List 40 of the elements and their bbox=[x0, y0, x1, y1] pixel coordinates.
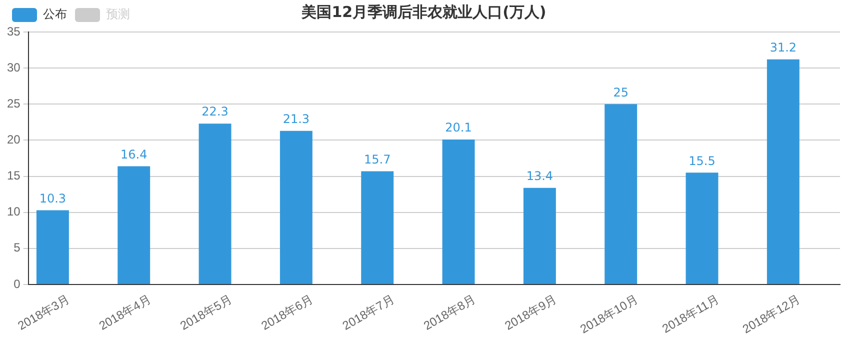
y-tick-label: 5 bbox=[14, 240, 21, 255]
data-label: 15.5 bbox=[688, 154, 716, 168]
bar bbox=[36, 210, 69, 284]
data-label: 20.1 bbox=[445, 120, 472, 135]
data-label: 22.3 bbox=[202, 104, 228, 119]
x-tick-label: 2018年8月 bbox=[421, 292, 478, 333]
y-tick-label: 30 bbox=[6, 60, 21, 74]
x-tick-label: 2018年12月 bbox=[740, 292, 803, 336]
x-tick-label: 2018年11月 bbox=[660, 292, 722, 336]
data-label: 31.2 bbox=[770, 40, 797, 55]
bar bbox=[604, 104, 638, 284]
bar bbox=[523, 188, 556, 284]
x-tick-label: 2018年5月 bbox=[178, 292, 234, 333]
y-tick-label: 35 bbox=[6, 24, 21, 38]
bar bbox=[361, 171, 394, 284]
data-label: 16.4 bbox=[120, 147, 148, 162]
y-tick-label: 25 bbox=[6, 96, 21, 110]
bar bbox=[766, 59, 800, 284]
bar bbox=[442, 139, 475, 284]
x-tick-label: 2018年7月 bbox=[340, 292, 397, 333]
data-label: 13.4 bbox=[526, 168, 554, 183]
bar bbox=[118, 166, 150, 284]
x-tick-label: 2018年3月 bbox=[15, 292, 72, 333]
data-label: 25 bbox=[613, 85, 628, 100]
bar bbox=[198, 124, 232, 284]
x-tick-label: 2018年9月 bbox=[502, 292, 560, 333]
bar bbox=[280, 130, 312, 284]
y-tick-label: 20 bbox=[6, 132, 21, 147]
x-tick-label: 2018年4月 bbox=[96, 292, 154, 333]
data-label: 10.3 bbox=[39, 191, 66, 206]
y-tick-label: 15 bbox=[6, 168, 21, 183]
data-label: 15.7 bbox=[364, 152, 391, 166]
chart-title: 美国12月季调后非农就业人口(万人) bbox=[302, 3, 546, 21]
y-tick-label: 10 bbox=[6, 204, 21, 219]
legend-label: 公布 bbox=[43, 7, 67, 22]
x-tick-label: 2018年6月 bbox=[258, 292, 316, 333]
bar bbox=[686, 172, 718, 284]
y-tick-label: 0 bbox=[14, 276, 21, 291]
data-label: 21.3 bbox=[282, 112, 310, 126]
x-tick-label: 2018年10月 bbox=[578, 292, 640, 336]
